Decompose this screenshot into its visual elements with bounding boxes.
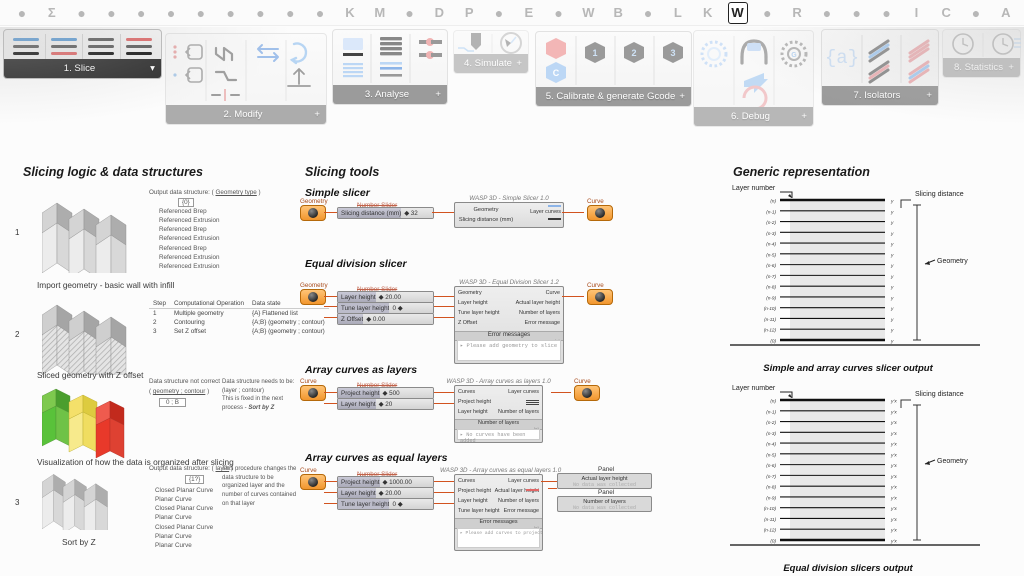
svg-text:y'x: y'x [890, 506, 897, 512]
svg-text:(n): (n) [770, 199, 776, 204]
svg-text:(n-12): (n-12) [764, 328, 777, 333]
svg-text:(n-2): (n-2) [766, 420, 776, 425]
svg-text:(n-4): (n-4) [766, 442, 776, 447]
svg-text:(n-9): (n-9) [766, 495, 776, 500]
svg-text:y: y [890, 243, 894, 248]
svg-text:y: y [890, 329, 894, 334]
svg-text:G: G [791, 52, 797, 59]
svg-text:y: y [890, 264, 894, 269]
svg-text:(n-5): (n-5) [766, 252, 776, 257]
svg-text:(n-12): (n-12) [764, 528, 777, 533]
svg-text:Geometry: Geometry [937, 258, 968, 265]
svg-text:Slicing distance: Slicing distance [915, 391, 964, 398]
svg-text:y: y [890, 275, 894, 280]
svg-text:y: y [890, 232, 894, 237]
svg-text:1: 1 [592, 48, 597, 58]
svg-text:y: y [890, 253, 894, 258]
svg-text:(n-10): (n-10) [764, 306, 777, 311]
svg-text:y'x: y'x [890, 409, 897, 415]
svg-text:(n-11): (n-11) [764, 517, 776, 522]
svg-text:y: y [890, 296, 894, 301]
svg-text:y: y [890, 210, 894, 215]
svg-text:C: C [553, 68, 560, 78]
svg-text:3: 3 [670, 48, 675, 58]
svg-text:y: y [890, 307, 894, 312]
svg-text:Geometry: Geometry [937, 458, 968, 465]
svg-text:(n-5): (n-5) [766, 452, 776, 457]
svg-text:y: y [890, 200, 894, 205]
svg-text:y'x: y'x [890, 528, 897, 534]
svg-text:y: y [890, 286, 894, 291]
svg-text:(n): (n) [770, 399, 776, 404]
svg-text:(n-6): (n-6) [766, 263, 776, 268]
svg-text:(n-11): (n-11) [764, 317, 776, 322]
svg-text:(n-1): (n-1) [766, 409, 776, 414]
svg-text:y'x: y'x [890, 474, 897, 480]
svg-text:y'x: y'x [890, 485, 897, 491]
svg-text:y'x: y'x [890, 420, 897, 426]
svg-text:(n-2): (n-2) [766, 220, 776, 225]
svg-text:(n-6): (n-6) [766, 463, 776, 468]
svg-text:Slicing distance: Slicing distance [915, 191, 964, 198]
svg-text:(n-1): (n-1) [766, 209, 776, 214]
svg-text:y'x: y'x [890, 463, 897, 469]
svg-text:y'x: y'x [890, 399, 897, 405]
svg-text:y: y [890, 318, 894, 323]
svg-text:Layer number: Layer number [732, 385, 776, 392]
svg-text:{a}: {a} [825, 47, 859, 69]
svg-text:(n-8): (n-8) [766, 285, 776, 290]
svg-text:Layer number: Layer number [732, 185, 776, 192]
svg-text:y'x: y'x [890, 431, 897, 437]
svg-text:y'x: y'x [890, 495, 897, 501]
svg-text:y'x: y'x [890, 539, 897, 545]
svg-text:(n-10): (n-10) [764, 506, 777, 511]
svg-text:(n-3): (n-3) [766, 231, 776, 236]
svg-text:(0): (0) [770, 539, 776, 544]
svg-text:(n-7): (n-7) [766, 474, 776, 479]
svg-text:y'x: y'x [890, 517, 897, 523]
svg-text:(n-9): (n-9) [766, 295, 776, 300]
svg-text:y: y [890, 340, 894, 345]
svg-text:y: y [890, 221, 894, 226]
svg-text:(n-4): (n-4) [766, 242, 776, 247]
svg-text:(n-8): (n-8) [766, 485, 776, 490]
svg-text:y'x: y'x [890, 442, 897, 448]
svg-text:y'x: y'x [890, 452, 897, 458]
svg-text:(0): (0) [770, 339, 776, 344]
svg-text:(n-3): (n-3) [766, 431, 776, 436]
svg-text:2: 2 [631, 48, 636, 58]
svg-text:(n-7): (n-7) [766, 274, 776, 279]
